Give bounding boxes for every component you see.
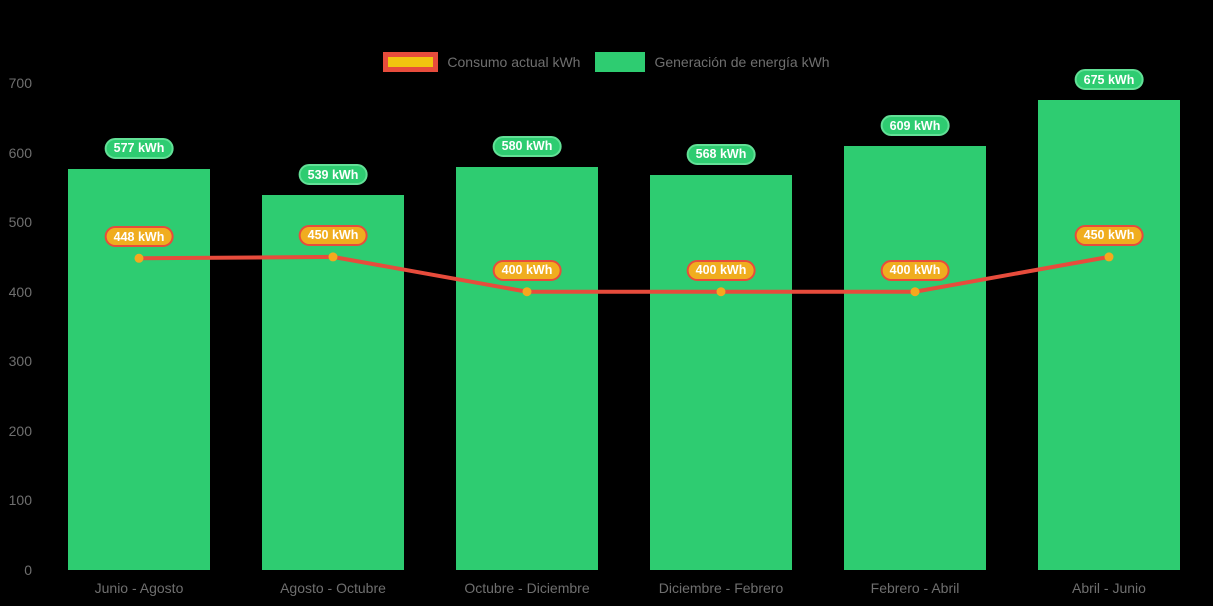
consumption-point[interactable] [134,253,144,263]
x-axis-label: Junio - Agosto [94,580,184,596]
generation-bar[interactable] [456,166,598,570]
consumption-legend-swatch-icon [383,52,439,72]
y-tick-label: 500 [8,214,32,231]
legend-item-generation[interactable]: Generación de energía kWh [595,52,830,72]
y-tick-label: 700 [8,75,32,91]
consumption-line [138,254,1110,294]
consumption-line-layer [134,252,1114,297]
consumption-point[interactable] [716,287,726,297]
consumption-point[interactable] [328,252,338,262]
legend-item-consumption[interactable]: Consumo actual kWh [383,52,580,72]
chart-legend: Consumo actual kWh Generación de energía… [0,52,1213,72]
consumption-point[interactable] [522,287,532,297]
y-tick-label: 600 [8,144,32,161]
generation-legend-swatch-icon [595,52,646,72]
legend-label-consumption: Consumo actual kWh [447,54,581,70]
x-axis-label: Abril - Junio [1072,580,1146,596]
y-tick-label: 0 [24,562,32,578]
y-tick-label: 100 [8,492,32,509]
y-tick-label: 200 [8,422,32,439]
legend-label-generation: Generación de energía kWh [654,54,830,70]
generation-bar[interactable] [1038,100,1180,570]
category-slot [818,83,1012,570]
consumption-point[interactable] [910,287,920,297]
x-axis: Junio - Agosto Agosto - Octubre Octubre - … [42,580,1206,596]
generation-bar[interactable] [650,174,792,570]
y-tick-label: 400 [8,283,32,300]
plot-area: 577 kWh 448 kWh 539 kWh 450 kWh 580 kWh 400 k… [42,69,1206,570]
x-axis-label: Diciembre - Febrero [658,580,784,596]
y-tick-label: 300 [8,353,32,370]
category-slot [624,83,818,570]
x-axis-label: Agosto - Octubre [280,580,386,596]
category-slot [1012,83,1206,570]
x-axis-label: Febrero - Abril [870,580,960,596]
y-axis: 0 100 200 300 400 500 600 700 [0,76,32,577]
consumption-point[interactable] [1104,252,1114,262]
x-axis-label: Octubre - Diciembre [464,580,590,596]
bars-layer [42,83,1206,570]
category-slot [430,83,624,570]
generation-bar[interactable] [844,146,986,570]
